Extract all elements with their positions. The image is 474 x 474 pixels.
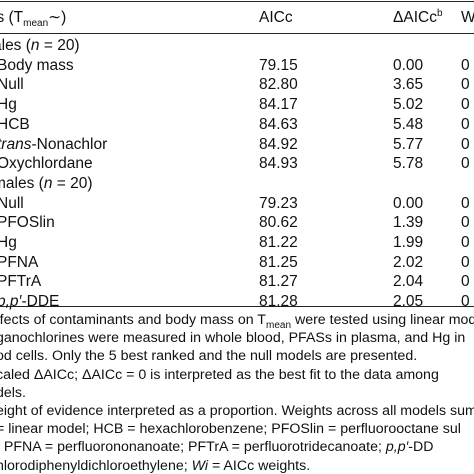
row-daicc: 1.39 xyxy=(393,214,424,232)
row-aicc: 84.92 xyxy=(259,135,298,153)
row-aicc: 80.62 xyxy=(259,214,298,232)
row-model: trans-Nonachlor xyxy=(0,135,108,153)
row-daicc: 2.04 xyxy=(393,273,424,291)
row-aicc: 79.15 xyxy=(259,56,298,74)
row-model: Null xyxy=(0,76,24,94)
top-rule xyxy=(0,1,474,2)
footnote-line: eight of evidence interpreted as a propo… xyxy=(0,403,474,419)
bottom-rule xyxy=(0,306,474,307)
row-weight: 0 xyxy=(461,273,470,291)
row-model: PFOSlin xyxy=(0,214,55,232)
row-weight: 0 xyxy=(461,214,470,232)
row-model: Hg xyxy=(0,96,17,114)
row-model: PFTrA xyxy=(0,273,42,291)
row-model: Body mass xyxy=(0,56,74,74)
footnote-line: ffects of contaminants and body mass on … xyxy=(0,312,474,331)
row-aicc: 81.22 xyxy=(259,234,298,251)
row-weight: 0 xyxy=(461,253,470,271)
row-weight: 0 xyxy=(461,115,470,133)
row-daicc: 0.00 xyxy=(393,56,424,74)
row-aicc: 79.23 xyxy=(259,194,298,212)
row-daicc: 2.05 xyxy=(393,293,424,311)
row-daicc: 5.02 xyxy=(393,96,424,114)
group-label: males (n = 20) xyxy=(0,174,93,192)
header-daicc: ΔAICcb xyxy=(393,7,443,26)
row-daicc: 3.65 xyxy=(393,76,424,94)
footnote-line: dels. xyxy=(0,384,26,401)
footnote-line: ganochlorines were measured in whole blo… xyxy=(0,330,466,347)
footnote-line: = linear model; HCB = hexachlorobenzene;… xyxy=(0,421,461,438)
header-aicc: AICc xyxy=(259,9,293,26)
row-weight: 0 xyxy=(461,56,470,74)
row-weight: 0 xyxy=(461,194,470,212)
row-aicc: 82.80 xyxy=(259,76,298,94)
footnote-line: ; PFNA = perfluorononanoate; PFTrA = per… xyxy=(0,439,434,456)
row-daicc: 5.48 xyxy=(393,115,424,133)
row-weight: 0 xyxy=(461,293,470,311)
header-model: ls (Tmean∼) xyxy=(0,9,67,30)
footnote-line: caled ΔAICc; ΔAICc = 0 is interpreted as… xyxy=(0,366,439,383)
row-daicc: 1.99 xyxy=(393,234,424,251)
row-model: HCB xyxy=(0,115,30,133)
header-w: W xyxy=(461,9,474,26)
row-weight: 0 xyxy=(461,155,470,173)
row-model: p,p′-DDE xyxy=(0,293,60,311)
row-model: Null xyxy=(0,194,24,212)
row-daicc: 5.78 xyxy=(393,155,424,173)
group-label: ales (n = 20) xyxy=(0,37,80,54)
row-aicc: 84.93 xyxy=(259,155,298,173)
row-daicc: 2.02 xyxy=(393,253,424,271)
row-aicc: 84.17 xyxy=(259,96,298,114)
row-weight: 0 xyxy=(461,76,470,94)
row-weight: 0 xyxy=(461,135,470,153)
row-weight: 0 xyxy=(461,234,470,251)
row-model: Oxychlordane xyxy=(0,155,93,173)
row-aicc: 81.28 xyxy=(259,293,298,311)
row-aicc: 84.63 xyxy=(259,115,298,133)
header-rule xyxy=(0,33,474,34)
row-aicc: 81.25 xyxy=(259,253,298,271)
row-model: PFNA xyxy=(0,253,39,271)
footnote-line: od cells. Only the 5 best ranked and the… xyxy=(0,348,418,365)
row-daicc: 5.77 xyxy=(393,135,424,153)
row-model: Hg xyxy=(0,234,17,251)
row-weight: 0 xyxy=(461,96,470,114)
row-aicc: 81.27 xyxy=(259,273,298,291)
row-daicc: 0.00 xyxy=(393,194,424,212)
footnote-line: hlorodiphenyldichloroethylene; Wi = AICc… xyxy=(0,457,311,474)
